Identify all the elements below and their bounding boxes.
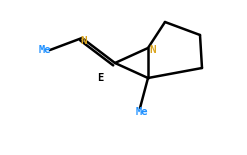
- Text: N: N: [150, 45, 156, 55]
- Text: Me: Me: [39, 45, 51, 55]
- Text: N: N: [81, 36, 87, 46]
- Text: Me: Me: [136, 107, 148, 117]
- Text: E: E: [97, 73, 103, 83]
